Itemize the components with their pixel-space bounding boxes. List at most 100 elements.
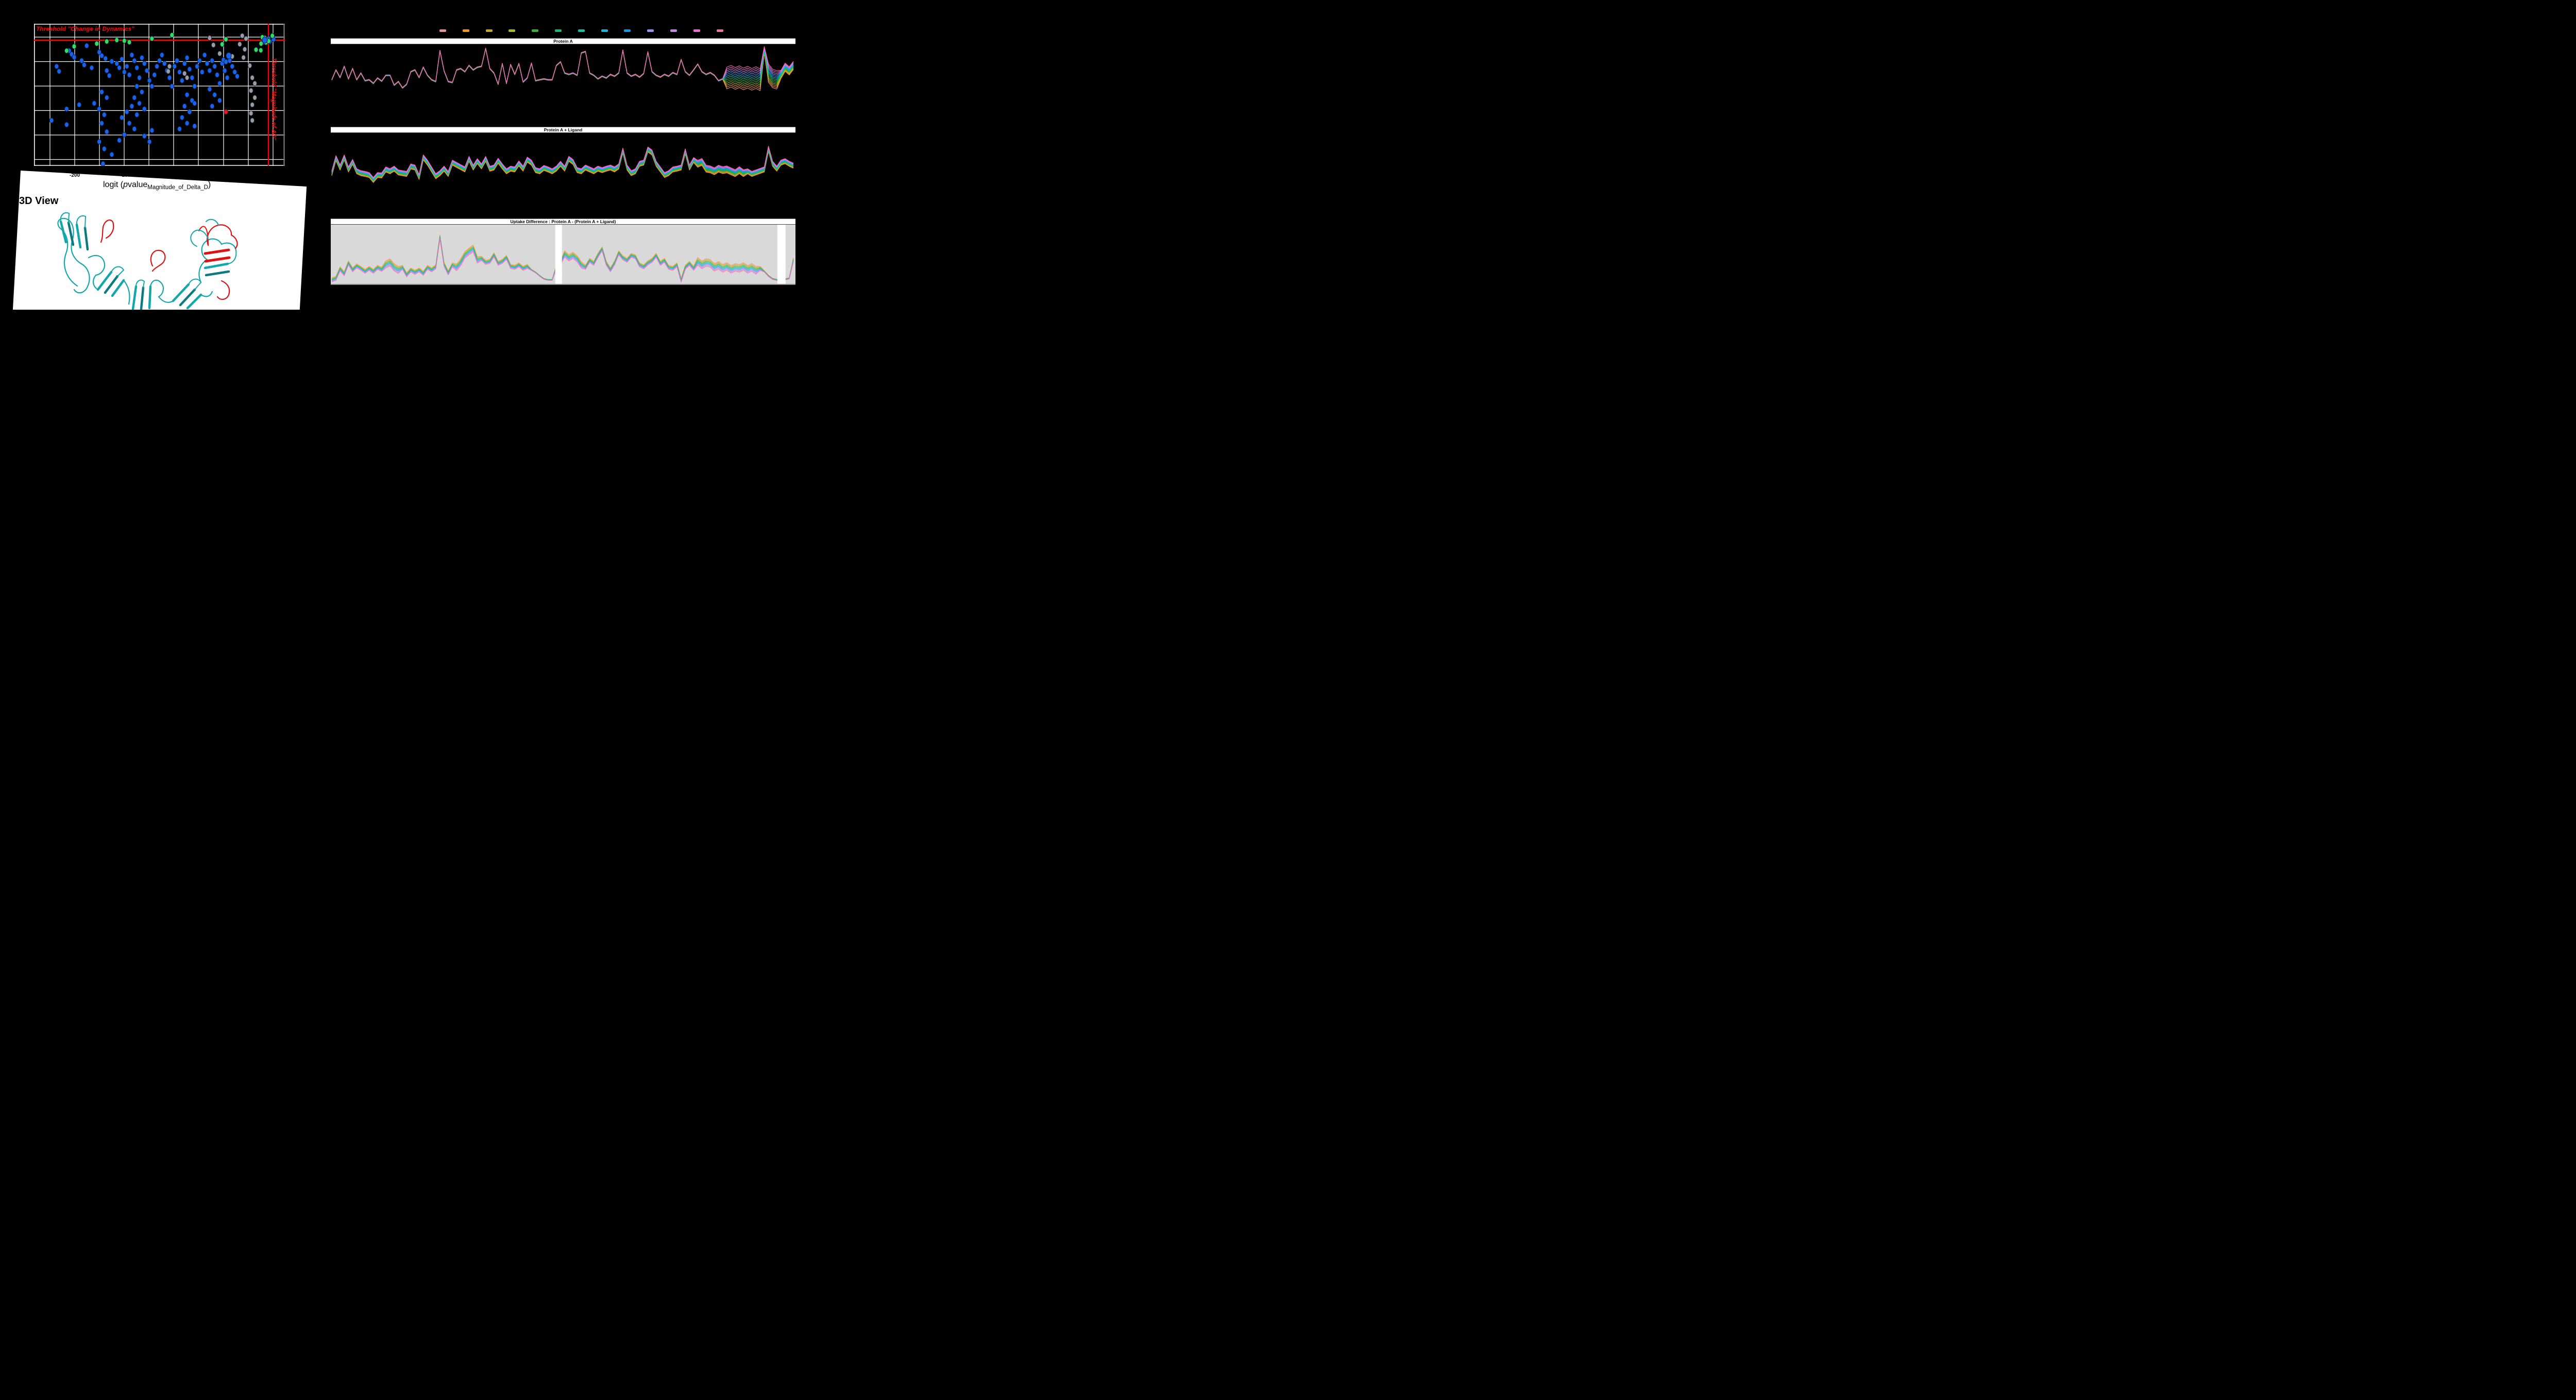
scatter-point[interactable] — [97, 139, 101, 145]
scatter-point[interactable] — [247, 63, 252, 69]
scatter-point[interactable] — [224, 59, 228, 65]
scatter-point[interactable] — [104, 68, 109, 74]
scatter-point[interactable] — [152, 72, 157, 78]
scatter-point[interactable] — [129, 103, 134, 109]
scatter-point[interactable] — [114, 61, 120, 66]
scatter-point[interactable] — [187, 109, 192, 115]
legend-series-dash[interactable] — [554, 29, 562, 32]
scatter-point[interactable] — [124, 109, 129, 115]
scatter-point[interactable] — [259, 41, 264, 46]
scatter-point[interactable] — [166, 69, 171, 74]
legend-series-dash[interactable] — [509, 29, 516, 32]
legend-series-dash[interactable] — [693, 29, 700, 32]
scatter-point[interactable] — [142, 61, 147, 66]
legend-series-dash[interactable] — [670, 29, 677, 32]
scatter-point[interactable] — [199, 69, 205, 75]
scatter-point[interactable] — [137, 100, 142, 106]
scatter-point[interactable] — [190, 75, 195, 81]
scatter-point[interactable] — [212, 63, 217, 70]
scatter-point[interactable] — [192, 100, 197, 106]
scatter-point[interactable] — [140, 55, 144, 61]
scatter-point[interactable] — [160, 52, 164, 58]
scatter-point[interactable] — [142, 106, 147, 112]
scatter-point[interactable] — [258, 47, 263, 53]
scatter-point[interactable] — [217, 97, 222, 104]
scatter-point[interactable] — [104, 95, 109, 100]
scatter-point[interactable] — [170, 32, 175, 38]
scatter-point[interactable] — [99, 53, 104, 59]
scatter-point[interactable] — [179, 78, 184, 83]
scatter-point[interactable] — [104, 39, 109, 44]
scatter-point[interactable] — [102, 146, 107, 152]
legend-series-dash[interactable] — [624, 29, 631, 32]
scatter-point[interactable] — [147, 78, 152, 83]
scatter-point[interactable] — [210, 58, 215, 64]
scatter-point[interactable] — [248, 110, 253, 116]
scatter-point[interactable] — [89, 65, 94, 71]
scatter-point[interactable] — [122, 38, 127, 44]
scatter-point[interactable] — [82, 62, 87, 68]
scatter-point[interactable] — [240, 33, 245, 39]
scatter-point[interactable] — [250, 117, 255, 123]
scatter-point[interactable] — [122, 69, 127, 75]
scatter-point[interactable] — [232, 69, 237, 75]
legend-series-dash[interactable] — [647, 29, 654, 32]
scatter-point[interactable] — [140, 89, 144, 95]
scatter-point[interactable] — [99, 120, 104, 126]
scatter-point[interactable] — [170, 83, 175, 89]
legend-series-dash[interactable] — [601, 29, 608, 32]
scatter-point[interactable] — [127, 39, 132, 45]
legend-series-dash[interactable] — [462, 29, 469, 32]
scatter-point[interactable] — [211, 42, 216, 48]
scatter-point[interactable] — [270, 33, 275, 39]
scatter-point[interactable] — [167, 75, 172, 81]
scatter-point[interactable] — [215, 72, 219, 78]
scatter-point[interactable] — [129, 52, 134, 58]
scatter-point[interactable] — [97, 106, 101, 112]
scatter-point[interactable] — [127, 120, 132, 126]
scatter-point[interactable] — [120, 114, 124, 121]
uptake-chart-protein-a[interactable] — [331, 43, 795, 127]
scatter-point[interactable] — [167, 63, 172, 70]
scatter-point[interactable] — [182, 61, 187, 66]
scatter-point[interactable] — [242, 46, 247, 52]
scatter-point[interactable] — [184, 120, 190, 126]
scatter-point[interactable] — [197, 58, 202, 64]
scatter-point[interactable] — [142, 133, 147, 139]
scatter-point[interactable] — [202, 52, 207, 58]
scatter-point[interactable] — [250, 75, 255, 81]
scatter-point[interactable] — [79, 58, 84, 64]
scatter-point[interactable] — [122, 132, 127, 138]
scatter-point[interactable] — [207, 68, 212, 74]
scatter-point[interactable] — [109, 58, 114, 64]
scatter-point[interactable] — [64, 122, 69, 128]
scatter-point[interactable] — [149, 127, 155, 133]
scatter-point[interactable] — [250, 102, 255, 108]
scatter-point[interactable] — [92, 100, 97, 106]
scatter-point[interactable] — [127, 72, 132, 78]
scatter-point[interactable] — [117, 65, 122, 71]
scatter-point[interactable] — [175, 58, 179, 64]
scatter-point[interactable] — [237, 41, 242, 47]
scatter-point[interactable] — [114, 37, 120, 43]
scatter-point[interactable] — [224, 109, 228, 115]
scatter-point[interactable] — [179, 114, 184, 121]
scatter-point[interactable] — [149, 83, 155, 89]
scatter-point[interactable] — [210, 103, 215, 109]
scatter-point[interactable] — [217, 80, 222, 87]
scatter-point[interactable] — [109, 151, 114, 158]
scatter-point[interactable] — [182, 103, 187, 109]
scatter-point[interactable] — [104, 129, 109, 135]
uptake-chart-protein-a-ligand[interactable] — [331, 132, 795, 218]
scatter-point[interactable] — [97, 49, 101, 55]
scatter-point[interactable] — [222, 68, 227, 74]
scatter-point[interactable] — [100, 161, 106, 166]
scatter-point[interactable] — [224, 37, 228, 42]
legend-series-dash[interactable] — [439, 29, 446, 32]
scatter-point[interactable] — [72, 54, 77, 60]
volcano-plot[interactable] — [34, 24, 285, 166]
scatter-point[interactable] — [137, 75, 142, 81]
scatter-point[interactable] — [219, 41, 225, 47]
scatter-point[interactable] — [184, 92, 190, 98]
scatter-point[interactable] — [253, 47, 259, 53]
